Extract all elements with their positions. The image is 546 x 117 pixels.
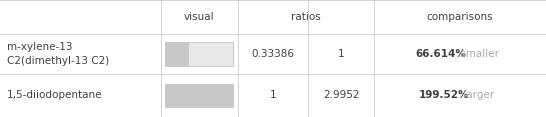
- Text: 1: 1: [338, 49, 345, 59]
- Text: 2.9952: 2.9952: [323, 90, 359, 100]
- Bar: [165, 42, 188, 66]
- Text: 1: 1: [270, 90, 276, 100]
- Text: 199.52%: 199.52%: [419, 90, 469, 100]
- Text: m-xylene-13
C2(dimethyl-13 C2): m-xylene-13 C2(dimethyl-13 C2): [7, 42, 109, 66]
- Bar: [165, 84, 233, 107]
- Text: comparisons: comparisons: [426, 12, 494, 22]
- Text: smaller: smaller: [457, 49, 499, 59]
- Bar: [165, 84, 233, 107]
- Text: visual: visual: [184, 12, 215, 22]
- Text: larger: larger: [460, 90, 494, 100]
- Bar: [165, 42, 233, 66]
- Text: 1,5-diiodopentane: 1,5-diiodopentane: [7, 90, 102, 100]
- Text: 0.33386: 0.33386: [252, 49, 294, 59]
- Text: ratios: ratios: [291, 12, 321, 22]
- Text: 66.614%: 66.614%: [416, 49, 467, 59]
